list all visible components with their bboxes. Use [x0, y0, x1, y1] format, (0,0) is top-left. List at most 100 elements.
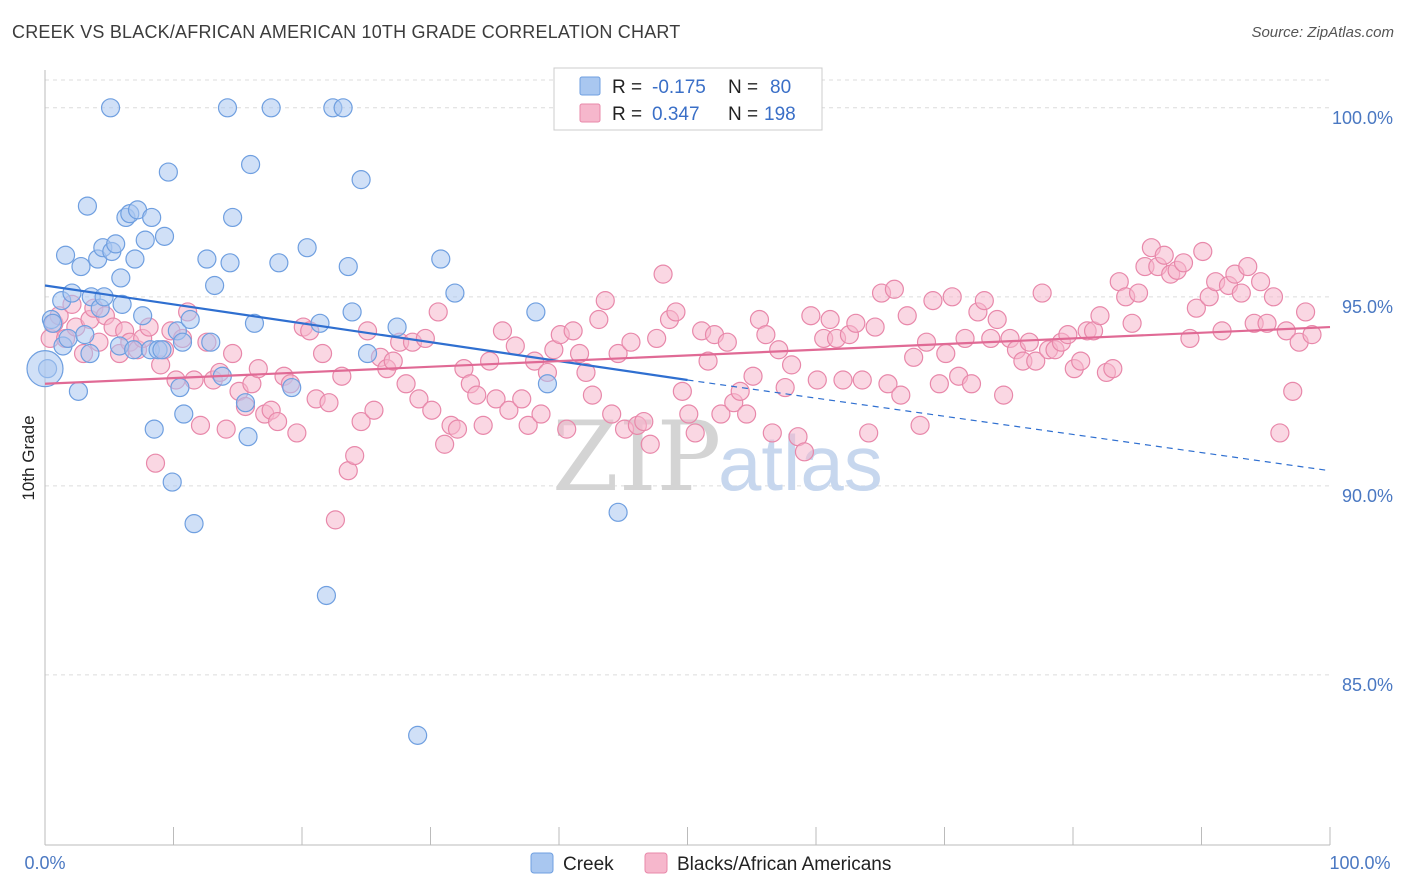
- data-point-black: [910, 415, 930, 435]
- data-point-black: [357, 321, 378, 341]
- data-point-black: [1090, 306, 1110, 326]
- data-point-black: [428, 302, 448, 322]
- data-point-black: [955, 328, 975, 349]
- data-point-black: [698, 351, 718, 371]
- data-point-black: [409, 389, 429, 409]
- data-point-black: [602, 404, 622, 424]
- data-point-creek: [431, 249, 451, 269]
- y-tick-label: 90.0%: [1342, 486, 1393, 506]
- data-point-black: [1103, 359, 1123, 379]
- data-point-black: [582, 385, 603, 405]
- data-point-creek: [238, 427, 258, 447]
- data-point-black: [576, 362, 596, 383]
- data-point-black: [145, 453, 166, 473]
- data-point-creek: [106, 234, 126, 254]
- data-point-creek: [269, 253, 289, 273]
- data-point-creek: [58, 328, 78, 349]
- data-point-creek: [220, 253, 240, 273]
- data-point-creek: [357, 343, 378, 364]
- data-point-black: [1263, 287, 1284, 307]
- data-point-creek: [408, 725, 428, 745]
- data-point-black: [961, 374, 982, 394]
- data-point-creek: [144, 419, 164, 439]
- data-point-creek: [261, 98, 281, 118]
- data-point-black: [775, 377, 795, 398]
- data-point-black: [1019, 332, 1039, 352]
- data-point-black: [743, 366, 763, 386]
- data-point-creek: [310, 313, 330, 333]
- data-point-black: [634, 411, 654, 432]
- data-point-black: [563, 321, 583, 341]
- data-point-creek: [537, 374, 558, 394]
- data-point-creek: [55, 245, 76, 265]
- data-point-creek: [172, 332, 193, 352]
- data-point-black: [1302, 325, 1322, 345]
- data-point-black: [994, 385, 1014, 405]
- data-point-black: [904, 347, 924, 367]
- data-point-creek: [333, 98, 353, 118]
- legend-r-value-creek: -0.175: [652, 77, 706, 98]
- data-point-black: [640, 434, 660, 454]
- data-point-black: [486, 389, 506, 409]
- legend-r-label-black: R =: [612, 104, 642, 125]
- data-point-black: [666, 302, 686, 322]
- data-point-black: [1251, 272, 1271, 292]
- data-point-black: [717, 332, 737, 352]
- data-point-black: [621, 332, 641, 352]
- data-point-black: [679, 404, 699, 424]
- data-point-black: [711, 404, 731, 424]
- data-point-creek: [68, 381, 89, 401]
- data-point-creek: [142, 207, 162, 228]
- legend-swatch-black: [579, 103, 601, 123]
- data-point-black: [672, 381, 692, 401]
- data-point-black: [1128, 283, 1149, 303]
- data-point-creek: [282, 377, 302, 398]
- data-point-black: [647, 328, 667, 349]
- x-tick-label-min: 0.0%: [24, 853, 65, 873]
- data-point-creek: [338, 256, 358, 277]
- data-point-black: [435, 434, 455, 454]
- data-point-black: [531, 404, 551, 424]
- data-point-black: [781, 355, 802, 375]
- data-point-black: [223, 343, 243, 364]
- data-point-black: [685, 423, 705, 443]
- data-point-black: [312, 343, 333, 364]
- data-point-black: [447, 419, 468, 439]
- data-point-black: [569, 343, 590, 364]
- data-point-black: [1026, 351, 1046, 371]
- series-legend-label-creek: Creek: [563, 854, 614, 875]
- data-point-creek: [445, 283, 465, 303]
- data-point-black: [820, 309, 840, 330]
- series-legend-swatch-creek: [530, 852, 554, 874]
- data-point-black: [396, 374, 416, 394]
- legend-n-value-creek: 80: [770, 77, 791, 98]
- data-point-creek: [77, 196, 98, 216]
- data-point-black: [557, 419, 577, 439]
- data-point-black: [216, 419, 236, 439]
- data-point-black: [865, 317, 885, 337]
- data-point-black: [807, 370, 827, 390]
- data-point-black: [1186, 298, 1206, 318]
- data-point-black: [878, 374, 898, 394]
- data-point-creek: [205, 275, 225, 296]
- data-point-black: [415, 328, 435, 349]
- source-credit: Source: ZipAtlas.com: [1251, 24, 1394, 41]
- data-point-creek: [342, 302, 362, 322]
- data-point-creek: [608, 502, 628, 522]
- data-point-black: [981, 328, 1001, 349]
- data-point-black: [1270, 423, 1290, 443]
- gridlines: [45, 79, 1330, 676]
- data-point-black: [345, 446, 365, 466]
- data-point-black: [1071, 351, 1091, 371]
- y-tick-labels: 85.0% 90.0% 95.0% 100.0%: [1332, 108, 1393, 695]
- x-tick-label-max: 100.0%: [1329, 853, 1390, 873]
- data-point-black: [801, 306, 821, 326]
- data-point-creek: [152, 340, 172, 360]
- data-point-black: [1283, 381, 1303, 401]
- data-point-black: [1257, 313, 1277, 333]
- data-point-black: [190, 415, 211, 435]
- data-point-black: [859, 423, 879, 443]
- data-point-black: [319, 393, 339, 413]
- data-point-creek: [170, 377, 190, 398]
- data-point-black: [1193, 241, 1213, 262]
